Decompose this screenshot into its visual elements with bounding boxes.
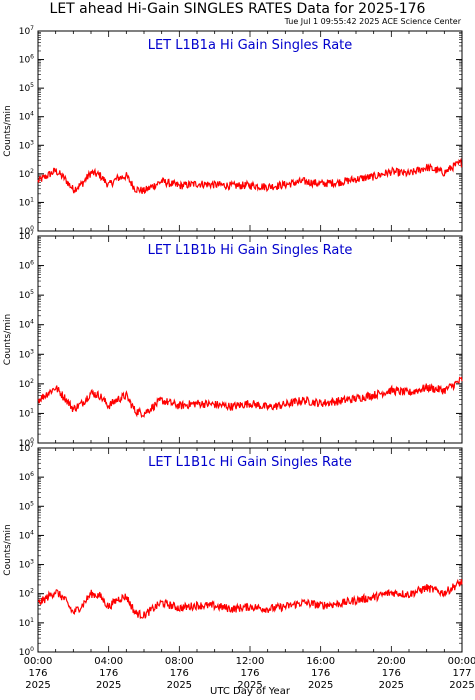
y-tick-label: 105 [19, 500, 34, 512]
x-tick-doy: 176 [311, 668, 330, 679]
y-tick-label: 107 [19, 230, 34, 242]
panel-title: LET L1B1c Hi Gain Singles Rate [148, 455, 352, 470]
x-axis-label: UTC Day of Year [210, 686, 291, 697]
x-tick-doy: 176 [99, 668, 118, 679]
y-tick-label: 101 [19, 617, 34, 629]
x-tick-doy: 176 [170, 668, 189, 679]
rate-series-line [37, 578, 463, 620]
x-tick-time: 16:00 [306, 656, 335, 667]
y-tick-label: 104 [19, 319, 34, 331]
x-tick-year: 2025 [237, 680, 262, 691]
panel-frame [37, 447, 463, 653]
x-tick-time: 20:00 [377, 656, 406, 667]
y-tick-label: 102 [19, 168, 34, 180]
y-tick-label: 100 [19, 225, 34, 237]
panel-title: LET L1B1b Hi Gain Singles Rate [148, 243, 353, 258]
y-tick-label: 106 [19, 54, 34, 66]
rate-series-line [37, 376, 463, 418]
x-tick-year: 2025 [449, 680, 474, 691]
x-tick-year: 2025 [25, 680, 50, 691]
panel-frame [37, 30, 463, 232]
y-tick-label: 105 [19, 289, 34, 301]
generation-timestamp: Tue Jul 1 09:55:42 2025 ACE Science Cent… [284, 17, 461, 26]
panel-title: LET L1B1a Hi Gain Singles Rate [148, 38, 353, 53]
x-tick-time: 12:00 [236, 656, 265, 667]
y-axis-label: Counts/min [3, 524, 13, 575]
rate-series-line [37, 157, 463, 195]
y-tick-label: 103 [19, 559, 34, 571]
x-tick-year: 2025 [167, 680, 192, 691]
y-axis-label: Counts/min [3, 314, 13, 365]
y-tick-label: 103 [19, 139, 34, 151]
y-tick-label: 102 [19, 378, 34, 390]
x-tick-doy: 176 [28, 668, 47, 679]
y-tick-label: 103 [19, 348, 34, 360]
y-tick-label: 104 [19, 111, 34, 123]
y-tick-label: 105 [19, 82, 34, 94]
x-tick-time: 00:00 [24, 656, 53, 667]
y-tick-label: 100 [19, 646, 34, 658]
x-tick-time: 00:00 [448, 656, 475, 667]
y-axis-label: Counts/min [3, 105, 13, 156]
y-tick-label: 102 [19, 588, 34, 600]
y-tick-label: 107 [19, 25, 34, 37]
y-tick-label: 106 [19, 260, 34, 272]
x-tick-doy: 176 [240, 668, 259, 679]
x-tick-time: 04:00 [94, 656, 123, 667]
chart-main-title: LET ahead Hi-Gain SINGLES RATES Data for… [49, 1, 426, 17]
x-tick-time: 08:00 [165, 656, 194, 667]
y-tick-label: 104 [19, 529, 34, 541]
x-tick-year: 2025 [96, 680, 121, 691]
y-tick-label: 101 [19, 196, 34, 208]
y-tick-label: 101 [19, 407, 34, 419]
panel-frame [37, 235, 463, 444]
x-tick-year: 2025 [379, 680, 404, 691]
y-tick-label: 100 [19, 437, 34, 449]
x-tick-year: 2025 [308, 680, 333, 691]
y-tick-label: 107 [19, 442, 34, 454]
x-tick-doy: 176 [382, 668, 401, 679]
x-tick-doy: 177 [452, 668, 471, 679]
y-tick-label: 106 [19, 471, 34, 483]
